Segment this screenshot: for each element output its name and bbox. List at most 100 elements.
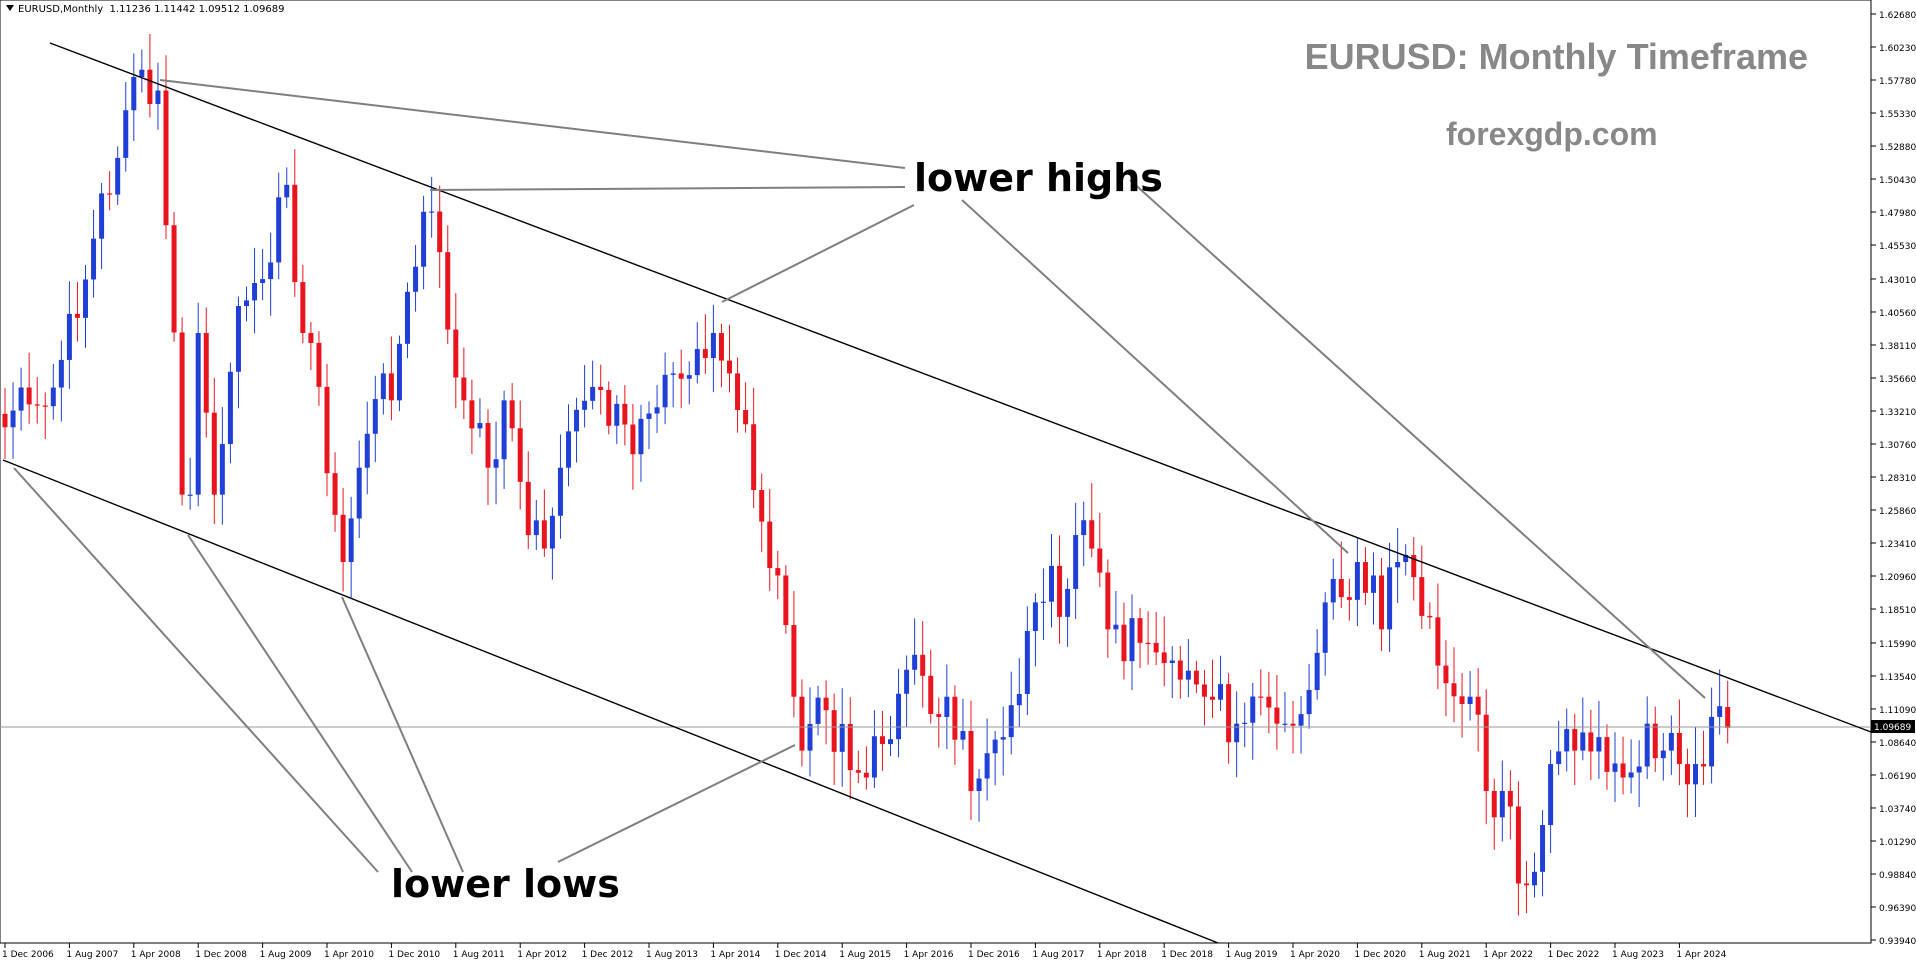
candle-body bbox=[944, 696, 950, 717]
candle-body bbox=[694, 349, 700, 376]
candle-body bbox=[388, 373, 394, 401]
candle-body bbox=[517, 428, 523, 482]
time-tick-label: 1 Dec 2010 bbox=[388, 950, 440, 960]
candle-body bbox=[936, 714, 942, 717]
candle-body bbox=[1419, 577, 1425, 616]
candle-body bbox=[1684, 764, 1690, 785]
current-price-marker: 1.09689 bbox=[1871, 720, 1915, 733]
candle-body bbox=[1709, 716, 1715, 767]
candle-body bbox=[1073, 535, 1079, 589]
candle-body bbox=[1169, 660, 1175, 664]
candle-body bbox=[356, 467, 362, 519]
candle-body bbox=[171, 225, 177, 333]
time-tick-label: 1 Apr 2012 bbox=[517, 950, 567, 960]
candle-body bbox=[1105, 572, 1111, 630]
candle-body bbox=[34, 404, 40, 406]
time-tick-label: 1 Dec 2020 bbox=[1354, 950, 1406, 960]
candle-body bbox=[1387, 567, 1393, 630]
candle-body bbox=[590, 386, 596, 401]
candle-body bbox=[1556, 751, 1562, 765]
candle-body bbox=[855, 770, 861, 773]
candle-body bbox=[1298, 714, 1304, 726]
candle-body bbox=[1234, 723, 1240, 743]
candle-body bbox=[235, 306, 241, 372]
price-tick-label: 1.08640 bbox=[1879, 739, 1916, 749]
candle-body bbox=[26, 387, 32, 405]
time-tick-label: 1 Aug 2015 bbox=[839, 950, 891, 960]
candle-body bbox=[952, 696, 958, 740]
candle-body bbox=[686, 375, 692, 379]
candle-body bbox=[533, 520, 539, 536]
candle-body bbox=[1459, 696, 1465, 705]
candle-body bbox=[396, 343, 402, 401]
candle-body bbox=[421, 211, 427, 267]
current-price-box bbox=[1871, 720, 1915, 733]
candle-body bbox=[614, 403, 620, 426]
time-tick-label: 1 Apr 2022 bbox=[1483, 950, 1533, 960]
candle-body bbox=[582, 400, 588, 410]
price-tick-label: 1.55330 bbox=[1879, 110, 1916, 120]
candle-body bbox=[888, 739, 893, 745]
candle-body bbox=[759, 489, 765, 522]
time-tick-label: 1 Aug 2021 bbox=[1419, 950, 1471, 960]
candle-body bbox=[115, 157, 121, 195]
candle-body bbox=[727, 360, 732, 374]
time-tick-label: 1 Aug 2013 bbox=[646, 950, 698, 960]
current-price-label: 1.09689 bbox=[1874, 723, 1911, 733]
candle-body bbox=[1016, 694, 1022, 706]
candle-body bbox=[1081, 520, 1087, 536]
candle-body bbox=[74, 313, 80, 318]
candle-body bbox=[123, 110, 129, 158]
candle-body bbox=[678, 373, 684, 379]
candle-body bbox=[1145, 642, 1151, 645]
price-tick-label: 1.45530 bbox=[1879, 242, 1916, 252]
annotation-pointer-line bbox=[341, 596, 464, 873]
candle-body bbox=[1218, 684, 1224, 700]
candle-body bbox=[1040, 601, 1046, 603]
price-tick-label: 1.25860 bbox=[1879, 507, 1916, 517]
price-tick-label: 1.01290 bbox=[1879, 838, 1916, 848]
candle-body bbox=[1725, 707, 1731, 728]
candle-body bbox=[799, 696, 805, 751]
price-tick-label: 1.03740 bbox=[1879, 805, 1916, 815]
annotation-pointer-line bbox=[1129, 179, 1706, 699]
candle-body bbox=[187, 494, 193, 496]
candle-body bbox=[775, 568, 781, 576]
price-axis: 1.62680 1.60230 1.57780 1.55330 1.52880 1.504… bbox=[1871, 11, 1916, 947]
chart-frame bbox=[0, 0, 1872, 944]
candle-body bbox=[252, 283, 258, 301]
candle-body bbox=[1693, 764, 1698, 785]
candle-body bbox=[566, 431, 571, 468]
candle-body bbox=[743, 409, 749, 425]
watermark-site: forexgdp.com bbox=[1446, 116, 1658, 152]
candle-body bbox=[211, 412, 217, 495]
candle-body bbox=[493, 459, 499, 468]
candle-body bbox=[1523, 883, 1529, 886]
annotation-pointer-line bbox=[13, 467, 379, 873]
candle-body bbox=[1499, 791, 1505, 818]
lower-lows-label: lower lows bbox=[391, 862, 620, 906]
upper-channel-line bbox=[49, 42, 1872, 733]
price-tick-label: 1.40560 bbox=[1879, 309, 1916, 319]
candle-body bbox=[783, 575, 789, 626]
candle-body bbox=[1717, 706, 1723, 717]
candle-body bbox=[1475, 696, 1481, 715]
price-tick-label: 1.15990 bbox=[1879, 640, 1916, 650]
candle-body bbox=[863, 772, 869, 778]
candle-body bbox=[1676, 732, 1682, 765]
candle-body bbox=[622, 403, 628, 425]
candle-body bbox=[807, 723, 813, 751]
candle-body bbox=[1000, 737, 1006, 740]
candle-body bbox=[968, 731, 974, 792]
candle-body bbox=[1572, 729, 1578, 751]
time-tick-label: 1 Dec 2008 bbox=[195, 950, 247, 960]
candle-body bbox=[839, 723, 845, 752]
time-tick-label: 1 Aug 2007 bbox=[66, 950, 118, 960]
candle-body bbox=[300, 282, 306, 333]
candle-body bbox=[131, 77, 137, 111]
candle-body bbox=[99, 193, 105, 239]
candle-body bbox=[66, 313, 72, 360]
price-tick-label: 1.57780 bbox=[1879, 77, 1916, 87]
candle-body bbox=[1266, 696, 1272, 708]
candle-body bbox=[292, 184, 298, 283]
